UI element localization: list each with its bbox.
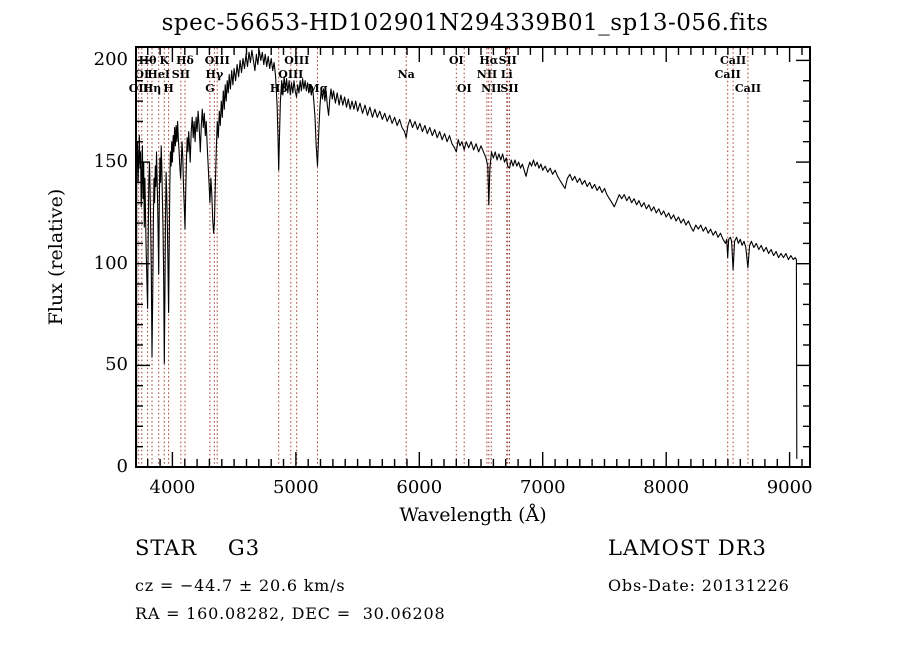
spectral-line-label: OI xyxy=(134,68,150,81)
spectral-line-label: OI xyxy=(456,82,472,95)
y-tick-label: 0 xyxy=(116,456,128,477)
spectral-line-label: CaII xyxy=(720,54,747,67)
redshift-velocity-text: cz = −44.7 ± 20.6 km/s xyxy=(135,576,346,595)
spectral-line-label: OIII xyxy=(204,54,230,67)
y-axis-label: Flux (relative) xyxy=(45,188,67,326)
x-tick-label: 6000 xyxy=(396,477,443,498)
spectral-line-label: Hβ xyxy=(269,82,288,95)
spectral-line-label: OII xyxy=(128,82,149,95)
spectral-line-label: Hθ xyxy=(138,54,157,67)
spectral-line-label: Hγ xyxy=(205,68,224,81)
x-tick-label: 7000 xyxy=(519,477,566,498)
y-tick-label: 50 xyxy=(105,354,128,376)
spectral-line-label: OIII xyxy=(278,68,304,81)
spectrum-trace xyxy=(136,49,798,459)
spectral-line-label: Mg xyxy=(307,82,328,95)
x-tick-label: 9000 xyxy=(766,477,813,498)
classification-text: STAR G3 xyxy=(135,536,261,560)
spectral-line-label: CaII xyxy=(734,82,761,95)
plot-frame xyxy=(135,46,811,468)
spectral-line-label: SII xyxy=(500,82,519,95)
spectral-line-label: NII xyxy=(476,68,498,81)
x-tick-label: 8000 xyxy=(643,477,690,498)
spectral-line-label: Hη xyxy=(142,82,162,95)
obs-date-text: Obs-Date: 20131226 xyxy=(608,576,790,595)
survey-release-text: LAMOST DR3 xyxy=(608,536,767,560)
y-tick-label: 200 xyxy=(93,49,128,71)
x-axis-label: Wavelength (Å) xyxy=(399,504,547,526)
spectral-line-label: CaII xyxy=(714,68,741,81)
y-tick-label: 100 xyxy=(93,252,128,274)
spectral-line-label: Hα xyxy=(479,54,499,67)
spectral-line-label: H xyxy=(163,82,174,95)
ra-dec-text: RA = 160.08282, DEC = 30.06208 xyxy=(135,604,446,623)
x-tick-label: 5000 xyxy=(272,477,319,498)
spectral-line-label: NII xyxy=(481,82,502,95)
spectral-line-label: G xyxy=(205,82,215,95)
y-tick-label: 150 xyxy=(93,151,128,173)
x-tick-label: 4000 xyxy=(149,477,196,498)
spectral-line-label: OI xyxy=(448,54,464,67)
spectral-line-label: Li xyxy=(500,68,513,81)
spectral-line-label: HeI xyxy=(147,68,170,81)
spectral-line-label: Hδ xyxy=(176,54,194,67)
spectral-line-label: SII xyxy=(171,68,191,81)
spectral-line-label: SII xyxy=(498,54,517,67)
spectral-line-label: OIII xyxy=(284,54,310,67)
spectral-line-label: Na xyxy=(397,68,415,81)
spectral-line-label: K xyxy=(159,54,170,67)
plot-title: spec-56653-HD102901N294339B01_sp13-056.f… xyxy=(161,10,769,36)
